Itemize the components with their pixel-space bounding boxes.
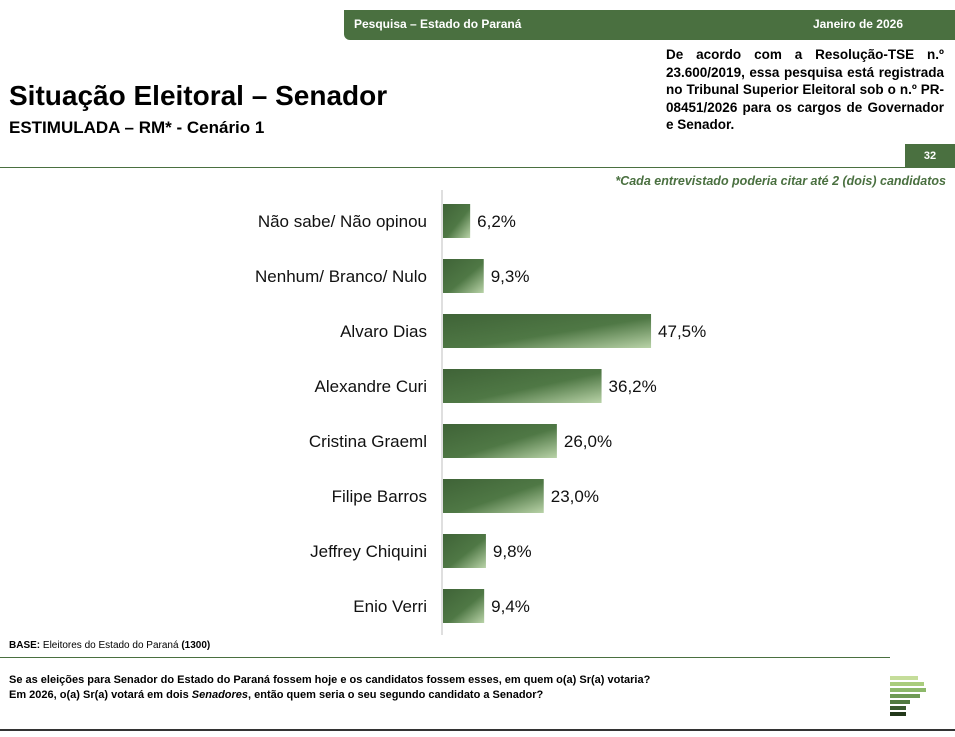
page-subtitle: ESTIMULADA – RM* - Cenário 1: [9, 118, 265, 137]
question-line-1: Se as eleições para Senador do Estado do…: [9, 674, 651, 686]
survey-label: Pesquisa – Estado do Paraná: [354, 17, 522, 31]
value-label: 9,8%: [493, 542, 532, 561]
base-note: BASE: Eleitores do Estado do Paraná (130…: [9, 640, 210, 651]
bar: [443, 369, 602, 403]
value-label: 26,0%: [564, 432, 612, 451]
category-label: Filipe Barros: [332, 487, 427, 506]
footer-divider: [0, 657, 890, 658]
bar: [443, 314, 652, 348]
value-label: 6,2%: [477, 212, 516, 231]
value-label: 9,4%: [491, 597, 530, 616]
category-label: Alexandre Curi: [315, 377, 427, 396]
header-bar: Pesquisa – Estado do Paraná Janeiro de 2…: [344, 10, 955, 40]
bar: [443, 204, 471, 238]
category-label: Cristina Graeml: [309, 432, 427, 451]
category-label: Alvaro Dias: [340, 322, 427, 341]
base-label: BASE:: [9, 640, 41, 651]
base-count: (1300): [181, 640, 211, 651]
question-line-2-em: Senadores: [191, 689, 249, 701]
citation-note: *Cada entrevistado poderia citar até 2 (…: [615, 174, 946, 188]
bar: [443, 589, 485, 623]
category-label: Jeffrey Chiquini: [310, 542, 427, 561]
bar: [443, 259, 484, 293]
category-label: Não sabe/ Não opinou: [258, 212, 427, 231]
value-label: 23,0%: [551, 487, 599, 506]
header-divider: [0, 167, 905, 168]
page-number: 32: [905, 144, 955, 168]
registration-note: De acordo com a Resolução-TSE n.º 23.600…: [666, 47, 944, 132]
bar: [443, 534, 486, 568]
category-label: Nenhum/ Branco/ Nulo: [255, 267, 427, 286]
bar: [443, 479, 544, 513]
bar-chart: Não sabe/ Não opinou 6,2% Nenhum/ Branco/ …: [255, 190, 706, 635]
value-label: 36,2%: [609, 377, 657, 396]
question-line-2-a: Em 2026, o(a) Sr(a) votará em dois: [9, 689, 192, 701]
page-title: Situação Eleitoral – Senador: [9, 80, 388, 111]
question-line-2-b: , então quem seria o seu segundo candida…: [248, 689, 544, 701]
brand-logo-icon: [890, 676, 926, 716]
category-label: Enio Verri: [353, 597, 427, 616]
survey-question: Se as eleições para Senador do Estado do…: [9, 673, 650, 703]
question-line-2: Em 2026, o(a) Sr(a) votará em dois Senad…: [9, 688, 650, 703]
value-label: 9,3%: [491, 267, 530, 286]
value-label: 47,5%: [658, 322, 706, 341]
base-text: Eleitores do Estado do Paraná: [40, 640, 182, 651]
survey-date: Janeiro de 2026: [812, 17, 903, 31]
bottom-border: [0, 729, 955, 731]
bar: [443, 424, 557, 458]
